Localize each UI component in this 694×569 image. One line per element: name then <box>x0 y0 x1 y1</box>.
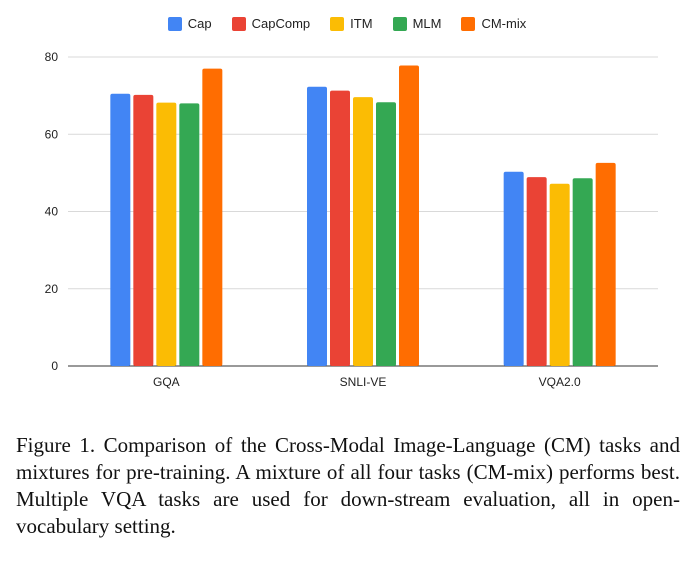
bar-capcomp-gqa <box>133 94 154 366</box>
legend-label-cm-mix: CM-mix <box>481 16 527 31</box>
bar-cm-mix-vqa2-0 <box>595 162 616 366</box>
legend-item-cap: Cap <box>167 16 212 31</box>
figure-caption: Figure 1. Comparison of the Cross-Modal … <box>16 433 680 538</box>
legend-label-capcomp: CapComp <box>251 16 311 31</box>
y-tick-label: 40 <box>45 205 59 219</box>
bar-capcomp-vqa2-0 <box>526 177 547 366</box>
bar-cm-mix-gqa <box>202 68 223 367</box>
bar-itm-vqa2-0 <box>549 183 570 366</box>
legend-item-mlm: MLM <box>392 16 442 31</box>
legend-item-itm: ITM <box>330 16 373 31</box>
y-tick-label: 80 <box>45 50 59 64</box>
legend-swatch-cap <box>167 16 182 31</box>
bar-chart: 0 20 40 60 80 GQA SNLI-VE VQA2.0 <box>45 50 658 389</box>
chart-area: Cap CapComp ITM MLM CM-mix 0 20 40 60 80 GQA S… <box>0 16 694 389</box>
legend-swatch-cm-mix <box>461 16 476 31</box>
legend-label-itm: ITM <box>350 16 373 31</box>
legend-label-mlm: MLM <box>412 16 442 31</box>
x-tick-label: SNLI-VE <box>340 375 387 389</box>
bar-cap-gqa <box>110 93 131 366</box>
bar-mlm-gqa <box>179 103 200 366</box>
legend-swatch-itm <box>330 16 345 31</box>
legend-swatch-mlm <box>392 16 407 31</box>
bar-cm-mix-snli-ve <box>399 65 419 366</box>
bar-mlm-snli-ve <box>376 102 396 366</box>
legend: Cap CapComp ITM MLM CM-mix <box>0 16 694 31</box>
legend-label-cap: Cap <box>187 16 212 31</box>
bar-mlm-vqa2-0 <box>572 178 593 366</box>
x-tick-label: VQA2.0 <box>539 375 581 389</box>
bar-capcomp-snli-ve <box>330 90 350 366</box>
legend-swatch-capcomp <box>231 16 246 31</box>
bar-itm-snli-ve <box>353 97 373 367</box>
bar-cap-snli-ve <box>307 86 327 367</box>
legend-item-capcomp: CapComp <box>231 16 311 31</box>
legend-item-cm-mix: CM-mix <box>461 16 526 31</box>
y-tick-label: 0 <box>51 359 58 373</box>
x-tick-label: GQA <box>153 375 180 389</box>
bar-itm-gqa <box>156 102 177 366</box>
y-tick-label: 60 <box>45 127 59 141</box>
bar-cap-vqa2-0 <box>503 171 524 366</box>
y-tick-label: 20 <box>45 282 59 296</box>
